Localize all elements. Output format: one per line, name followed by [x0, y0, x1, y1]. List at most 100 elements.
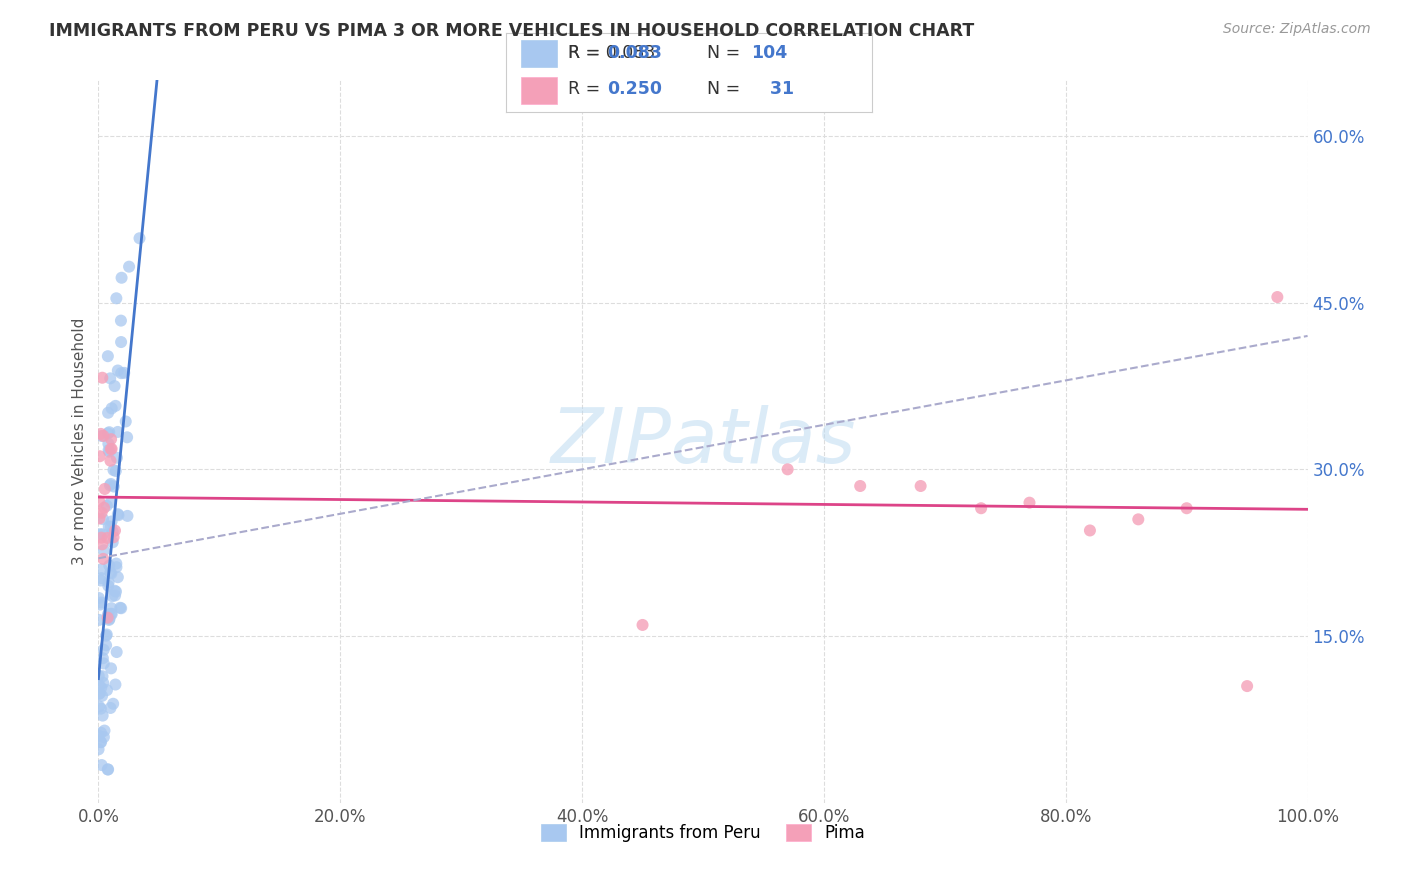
Point — [110, 366, 132, 380]
Point — [96, 629, 118, 643]
Point — [98, 371, 121, 385]
Point — [97, 610, 120, 624]
Text: N =: N = — [707, 79, 747, 98]
Point — [97, 763, 120, 777]
Point — [87, 591, 110, 605]
Point — [90, 758, 112, 772]
Point — [91, 537, 114, 551]
Point — [849, 479, 872, 493]
Point — [94, 638, 117, 652]
Point — [89, 598, 111, 612]
Point — [105, 291, 128, 305]
Y-axis label: 3 or more Vehicles in Household: 3 or more Vehicles in Household — [72, 318, 87, 566]
Point — [87, 613, 110, 627]
Text: IMMIGRANTS FROM PERU VS PIMA 3 OR MORE VEHICLES IN HOUSEHOLD CORRELATION CHART: IMMIGRANTS FROM PERU VS PIMA 3 OR MORE V… — [49, 22, 974, 40]
Point — [100, 601, 122, 615]
Point — [90, 531, 112, 545]
Point — [104, 589, 127, 603]
Point — [90, 735, 112, 749]
Point — [89, 494, 111, 508]
Point — [110, 601, 132, 615]
Point — [97, 763, 120, 777]
Point — [1267, 290, 1289, 304]
Point — [93, 482, 115, 496]
Point — [90, 506, 112, 520]
Point — [98, 478, 121, 492]
Point — [128, 231, 150, 245]
Point — [89, 511, 111, 525]
Point — [87, 669, 110, 683]
Point — [97, 349, 120, 363]
Point — [97, 436, 120, 450]
Point — [101, 589, 124, 603]
Point — [631, 618, 654, 632]
FancyBboxPatch shape — [520, 77, 557, 103]
Point — [89, 449, 111, 463]
Point — [101, 697, 124, 711]
Point — [89, 687, 111, 701]
Point — [90, 701, 112, 715]
Point — [103, 379, 125, 393]
Point — [97, 575, 120, 590]
FancyBboxPatch shape — [520, 40, 557, 67]
Point — [97, 579, 120, 593]
Text: R = 0.083: R = 0.083 — [568, 44, 655, 62]
Point — [104, 584, 127, 599]
Point — [1018, 496, 1040, 510]
Point — [98, 613, 121, 627]
Text: 31: 31 — [758, 79, 794, 98]
Point — [93, 723, 115, 738]
Point — [1078, 524, 1101, 538]
Point — [90, 429, 112, 443]
Point — [91, 676, 114, 690]
Text: Source: ZipAtlas.com: Source: ZipAtlas.com — [1223, 22, 1371, 37]
Point — [91, 552, 114, 566]
Point — [101, 535, 124, 549]
Point — [97, 607, 120, 622]
Point — [970, 501, 993, 516]
Point — [104, 524, 127, 538]
Point — [89, 686, 111, 700]
Point — [107, 425, 129, 439]
Point — [100, 401, 122, 416]
Point — [100, 453, 122, 467]
Point — [93, 429, 115, 443]
Text: R =: R = — [568, 79, 606, 98]
Point — [108, 600, 131, 615]
Point — [98, 444, 121, 458]
Point — [97, 406, 120, 420]
Text: 0.250: 0.250 — [607, 79, 662, 98]
Point — [90, 595, 112, 609]
Point — [89, 699, 111, 714]
Point — [93, 730, 115, 744]
Point — [776, 462, 799, 476]
Point — [100, 477, 122, 491]
Point — [91, 527, 114, 541]
Point — [104, 583, 127, 598]
Point — [100, 566, 122, 581]
Point — [103, 463, 125, 477]
Text: 0.083: 0.083 — [607, 44, 662, 62]
Point — [100, 701, 122, 715]
Point — [107, 363, 129, 377]
Point — [91, 370, 114, 384]
Point — [87, 742, 110, 756]
Text: N =: N = — [707, 44, 747, 62]
Point — [112, 366, 135, 380]
Point — [93, 657, 115, 671]
Point — [100, 519, 122, 533]
Point — [96, 683, 118, 698]
Point — [91, 708, 114, 723]
Point — [91, 689, 114, 703]
Point — [90, 681, 112, 695]
Point — [97, 443, 120, 458]
Point — [105, 557, 128, 571]
Point — [104, 399, 127, 413]
Point — [90, 562, 112, 576]
Point — [87, 729, 110, 743]
Point — [110, 270, 132, 285]
Point — [90, 735, 112, 749]
Point — [105, 645, 128, 659]
Point — [117, 508, 139, 523]
Point — [100, 515, 122, 529]
